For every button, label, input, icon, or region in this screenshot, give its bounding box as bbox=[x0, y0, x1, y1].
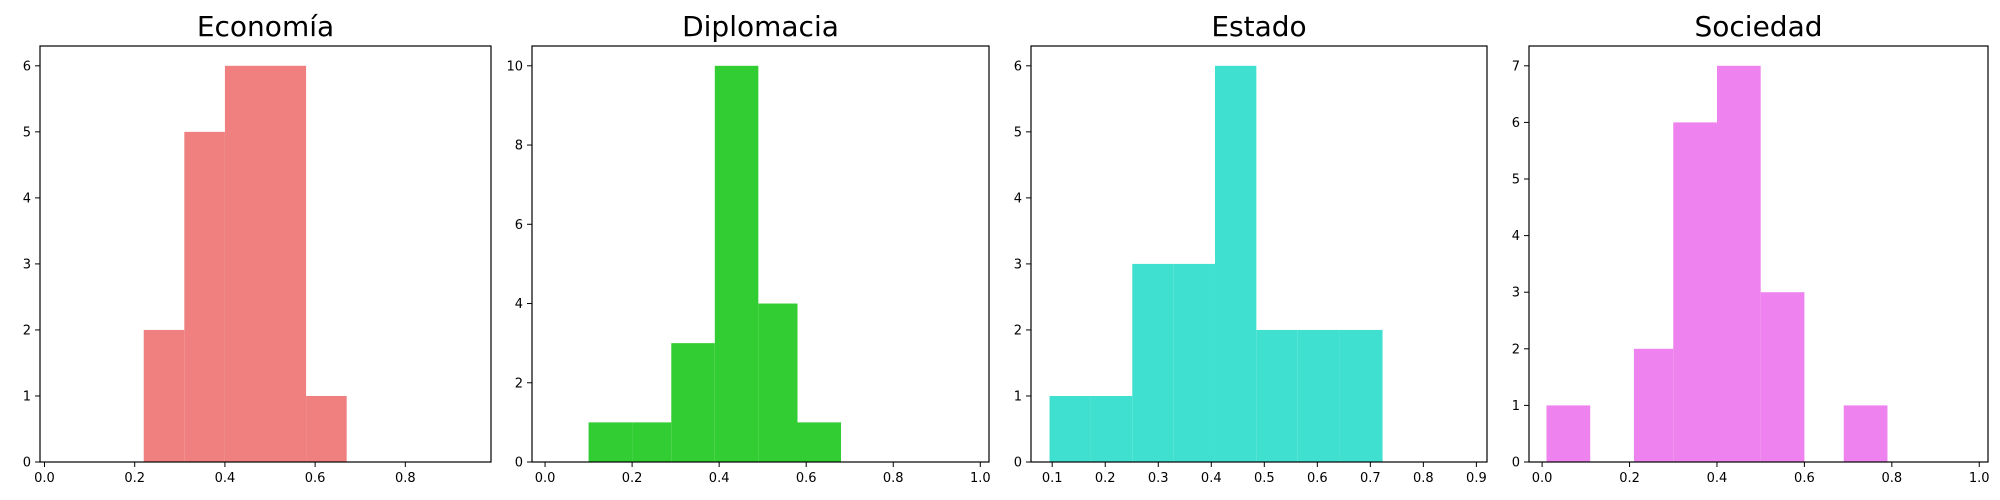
histogram-bar bbox=[143, 329, 185, 462]
x-tick-label: 0.4 bbox=[1201, 471, 1222, 486]
histogram-bar bbox=[1673, 122, 1717, 462]
histogram-bar bbox=[1090, 395, 1133, 462]
panel-title: Estado bbox=[1211, 10, 1306, 43]
y-tick-label: 0 bbox=[1014, 456, 1022, 471]
histogram-bar bbox=[1256, 329, 1298, 462]
y-tick-label: 1 bbox=[23, 389, 31, 404]
panel-estado: Estado 0.1 0.2 0.3 0.4 0.5 0.6 0.7 0.8 0.9 0 1 2 3 4 5 6 bbox=[1014, 10, 1488, 486]
histogram-bar bbox=[1843, 405, 1888, 462]
x-tick-label: 1.0 bbox=[1969, 471, 1990, 486]
panel-title: Sociedad bbox=[1694, 10, 1822, 43]
y-tick-label: 3 bbox=[1512, 286, 1520, 301]
histogram-bar bbox=[224, 65, 266, 463]
y-tick-label: 5 bbox=[23, 125, 31, 140]
x-tick-label: 0.6 bbox=[796, 471, 817, 486]
x-tick-label: 0.4 bbox=[709, 471, 730, 486]
panel-title: Diplomacia bbox=[682, 10, 839, 43]
y-tick-label: 2 bbox=[1014, 323, 1022, 338]
y-tick-label: 1 bbox=[1014, 389, 1022, 404]
x-tick-label: 0.4 bbox=[215, 471, 236, 486]
axes-frame bbox=[1528, 45, 1989, 463]
x-tick-label: 0.2 bbox=[1619, 471, 1640, 486]
x-tick-label: 1.0 bbox=[970, 471, 991, 486]
axes-frame bbox=[531, 45, 990, 463]
histogram-bar bbox=[265, 65, 307, 463]
histogram-bar bbox=[588, 422, 633, 462]
x-tick-label: 0.1 bbox=[1042, 471, 1063, 486]
y-tick-label: 2 bbox=[515, 376, 523, 391]
y-tick-label: 6 bbox=[515, 218, 523, 233]
histogram-bar bbox=[306, 395, 347, 462]
x-tick-label: 0.8 bbox=[1413, 471, 1434, 486]
axes-frame bbox=[39, 45, 492, 463]
x-tick-label: 0.9 bbox=[1466, 471, 1487, 486]
y-tick-label: 0 bbox=[1512, 456, 1520, 471]
panel-sociedad: Sociedad 0.0 0.2 0.4 0.6 0.8 1.0 0 1 2 3 4 5 6 7 bbox=[1512, 10, 1990, 486]
histogram-bar bbox=[184, 131, 225, 463]
panel-title: Economía bbox=[197, 10, 334, 43]
axes-frame bbox=[1030, 45, 1488, 463]
y-tick-label: 3 bbox=[1014, 257, 1022, 272]
y-tick-label: 0 bbox=[515, 456, 523, 471]
histogram-bar bbox=[1173, 263, 1215, 462]
histogram-bar bbox=[1760, 292, 1805, 462]
x-tick-label: 0.8 bbox=[395, 471, 416, 486]
y-tick-label: 6 bbox=[1014, 59, 1022, 74]
histogram-bar bbox=[1339, 329, 1383, 462]
x-tick-label: 0.8 bbox=[1881, 471, 1902, 486]
histogram-bar bbox=[1633, 348, 1674, 462]
y-tick-label: 4 bbox=[515, 297, 523, 312]
x-tick-label: 0.6 bbox=[1794, 471, 1815, 486]
panel-economia: Economía 0.0 0.2 0.4 0.6 0.8 0 1 2 3 4 5 6 bbox=[23, 10, 492, 486]
x-tick-label: 0.0 bbox=[1532, 471, 1553, 486]
y-tick-label: 4 bbox=[1512, 229, 1520, 244]
histogram-bar bbox=[758, 303, 798, 462]
x-tick-label: 0.2 bbox=[1095, 471, 1116, 486]
histogram-bar bbox=[1132, 263, 1174, 462]
y-tick-label: 5 bbox=[1512, 173, 1520, 188]
y-tick-label: 4 bbox=[23, 191, 31, 206]
y-tick-label: 1 bbox=[1512, 399, 1520, 414]
y-tick-label: 3 bbox=[23, 257, 31, 272]
x-tick-label: 0.2 bbox=[622, 471, 643, 486]
y-tick-label: 10 bbox=[506, 59, 523, 74]
y-tick-label: 6 bbox=[23, 59, 31, 74]
y-tick-label: 2 bbox=[23, 323, 31, 338]
histogram-bar bbox=[1214, 65, 1257, 463]
x-tick-label: 0.6 bbox=[1307, 471, 1328, 486]
y-tick-label: 0 bbox=[23, 456, 31, 471]
x-tick-label: 0.0 bbox=[535, 471, 556, 486]
x-tick-label: 0.6 bbox=[305, 471, 326, 486]
x-tick-label: 0.4 bbox=[1707, 471, 1728, 486]
y-tick-label: 6 bbox=[1512, 116, 1520, 131]
y-tick-label: 5 bbox=[1014, 125, 1022, 140]
histogram-bar bbox=[1049, 395, 1091, 462]
histogram-bar bbox=[797, 422, 842, 462]
histogram-bar bbox=[632, 422, 672, 462]
x-tick-label: 0.8 bbox=[883, 471, 904, 486]
histogram-bar bbox=[1546, 405, 1591, 462]
panel-diplomacia: Diplomacia 0.0 0.2 0.4 0.6 0.8 1.0 0 2 4 6 8 10 bbox=[506, 10, 990, 486]
y-tick-label: 4 bbox=[1014, 191, 1022, 206]
histogram-bar bbox=[1716, 65, 1761, 463]
x-tick-label: 0.3 bbox=[1148, 471, 1169, 486]
y-tick-label: 8 bbox=[515, 139, 523, 154]
x-tick-label: 0.7 bbox=[1360, 471, 1381, 486]
histogram-bar bbox=[671, 343, 715, 462]
y-tick-label: 7 bbox=[1512, 59, 1520, 74]
x-tick-label: 0.2 bbox=[124, 471, 145, 486]
histogram-bar bbox=[714, 65, 759, 463]
x-tick-label: 0.5 bbox=[1254, 471, 1275, 486]
histogram-bar bbox=[1297, 329, 1340, 462]
y-tick-label: 2 bbox=[1512, 342, 1520, 357]
x-tick-label: 0.0 bbox=[34, 471, 55, 486]
